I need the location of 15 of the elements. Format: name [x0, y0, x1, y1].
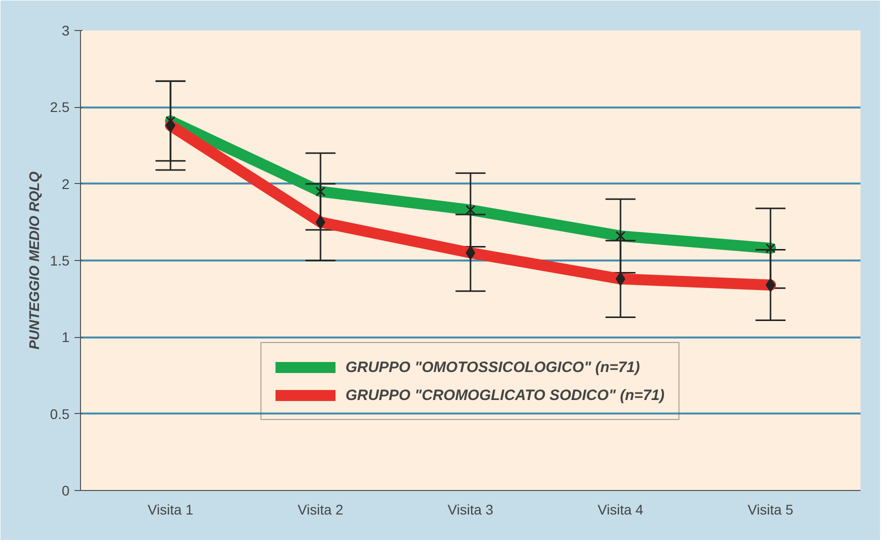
- y-tick-label: 0.5: [50, 406, 70, 422]
- x-tick-label: Visita 5: [748, 502, 794, 518]
- y-tick-label: 1: [62, 329, 70, 346]
- y-tick-label: 2: [62, 176, 70, 192]
- y-tick-label: 2.5: [50, 99, 70, 116]
- x-tick-label: Visita 3: [448, 502, 494, 518]
- y-tick-label: 0: [62, 482, 70, 498]
- x-tick-label: Visita 4: [598, 502, 644, 518]
- y-axis-title: PUNTEGGIO MEDIO RQLQ: [26, 171, 42, 350]
- y-tick-label: 1.5: [50, 252, 70, 268]
- y-tick-label: 3: [62, 22, 70, 38]
- x-tick-label: Visita 1: [148, 502, 194, 518]
- legend-label: GRUPPO "OMOTOSSICOLOGICO" (n=71): [345, 358, 640, 376]
- x-tick-label: Visita 2: [298, 502, 344, 518]
- legend-label: GRUPPO "CROMOGLICATO SODICO" (n=71): [345, 386, 665, 404]
